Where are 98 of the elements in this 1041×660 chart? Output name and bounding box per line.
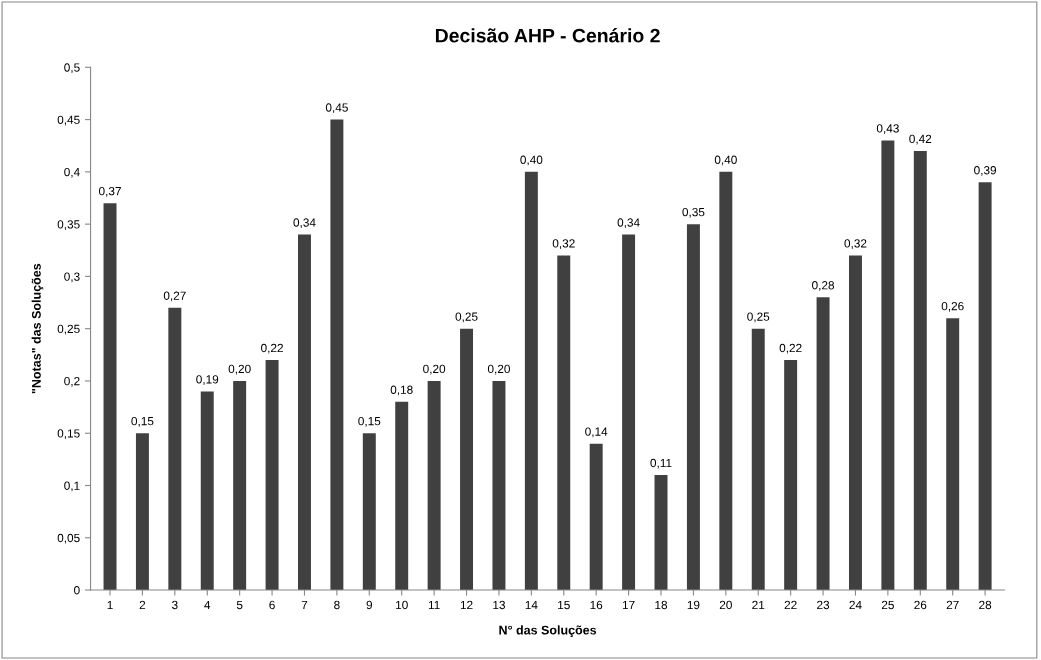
x-axis-title: N° das Soluções <box>499 625 597 637</box>
bar <box>427 380 441 591</box>
y-tick-label: 0,05 <box>57 533 80 544</box>
data-label: 0,35 <box>682 207 705 218</box>
data-label: 0,11 <box>650 458 672 469</box>
x-tick-label: 23 <box>817 600 830 610</box>
x-tick-label: 2 <box>139 600 146 610</box>
data-label: 0,22 <box>779 343 802 354</box>
x-tick-label: 27 <box>946 600 959 610</box>
bar <box>298 234 311 591</box>
x-tick-label: 11 <box>428 600 440 610</box>
bar <box>330 119 344 591</box>
data-label: 0,20 <box>423 364 446 375</box>
data-label: 0,14 <box>585 427 608 438</box>
x-tick-label: 9 <box>366 600 373 610</box>
x-tick-label: 28 <box>979 600 992 610</box>
bar <box>978 182 992 591</box>
y-tick-label: 0,3 <box>64 272 80 283</box>
y-tick-label: 0,4 <box>64 167 80 178</box>
bar <box>816 297 830 591</box>
data-label: 0,40 <box>520 155 543 166</box>
data-label: 0,28 <box>812 281 835 291</box>
data-label: 0,15 <box>358 416 381 427</box>
y-axis-title: "Notas" das Soluções <box>31 263 44 394</box>
x-tick-label: 21 <box>752 600 765 610</box>
bar <box>557 255 571 591</box>
data-label: 0,40 <box>714 155 737 166</box>
x-tick-label: 4 <box>204 600 211 610</box>
x-tick-label: 25 <box>881 600 894 610</box>
bar <box>946 318 960 591</box>
bar <box>686 224 700 591</box>
x-tick-label: 10 <box>396 600 408 610</box>
data-label: 0,39 <box>974 166 997 176</box>
y-tick-label: 0,5 <box>64 63 80 74</box>
bar <box>233 380 247 591</box>
bar <box>362 433 376 591</box>
data-label: 0,25 <box>747 312 770 323</box>
x-tick-label: 16 <box>590 600 603 610</box>
data-label: 0,20 <box>487 364 510 375</box>
data-label: 0,20 <box>228 364 251 375</box>
data-label: 0,42 <box>909 134 932 145</box>
bar <box>913 150 927 591</box>
bar <box>589 443 603 591</box>
data-label: 0,19 <box>196 375 219 385</box>
data-label: 0,32 <box>844 239 867 249</box>
y-tick-label: 0,1 <box>64 481 80 492</box>
x-tick-label: 20 <box>719 600 732 610</box>
bar <box>654 475 668 591</box>
y-tick-label: 0,2 <box>64 376 80 387</box>
data-label: 0,25 <box>455 312 478 323</box>
x-tick-label: 7 <box>301 600 308 610</box>
y-tick-label: 0 <box>74 586 80 595</box>
bar <box>200 391 214 591</box>
data-label: 0,34 <box>293 218 316 229</box>
y-tick-label: 0,15 <box>57 429 80 440</box>
bar <box>524 171 538 591</box>
bar <box>784 360 798 591</box>
x-tick-label: 26 <box>914 600 927 610</box>
x-tick-label: 5 <box>236 600 243 610</box>
x-tick-label: 12 <box>460 600 473 610</box>
chart-title: Decisão AHP - Cenário 2 <box>435 28 660 43</box>
bar <box>492 380 506 591</box>
x-tick-label: 24 <box>849 600 862 610</box>
x-tick-label: 1 <box>107 600 113 610</box>
data-label: 0,32 <box>552 239 575 249</box>
x-tick-label: 22 <box>784 600 797 610</box>
bar <box>135 433 149 591</box>
x-tick-label: 14 <box>525 600 538 610</box>
data-label: 0,45 <box>325 103 348 114</box>
data-label: 0,22 <box>261 343 283 354</box>
bar <box>103 203 117 591</box>
data-label: 0,37 <box>98 186 121 197</box>
bar <box>460 328 474 591</box>
bar <box>395 401 409 591</box>
bar <box>265 360 279 591</box>
y-tick-label: 0,25 <box>57 324 80 335</box>
x-tick-label: 18 <box>655 600 668 610</box>
data-label: 0,34 <box>617 218 640 229</box>
data-label: 0,18 <box>390 385 413 396</box>
data-label: 0,15 <box>131 416 154 427</box>
bar <box>168 307 182 591</box>
data-label: 0,27 <box>163 291 186 302</box>
x-tick-label: 15 <box>558 600 570 610</box>
bar <box>622 234 636 591</box>
bar <box>751 328 765 591</box>
x-tick-label: 6 <box>269 600 275 610</box>
x-tick-label: 8 <box>334 600 340 610</box>
x-tick-label: 19 <box>687 600 700 610</box>
y-tick-label: 0,35 <box>57 220 80 230</box>
bar <box>719 171 733 591</box>
bar <box>848 255 862 591</box>
data-label: 0,43 <box>876 124 899 135</box>
y-tick-label: 0,45 <box>57 115 80 126</box>
x-tick-label: 17 <box>622 600 635 610</box>
data-label: 0,26 <box>941 301 964 312</box>
bar <box>881 140 895 591</box>
x-tick-label: 13 <box>493 600 505 610</box>
x-tick-label: 3 <box>172 600 178 610</box>
